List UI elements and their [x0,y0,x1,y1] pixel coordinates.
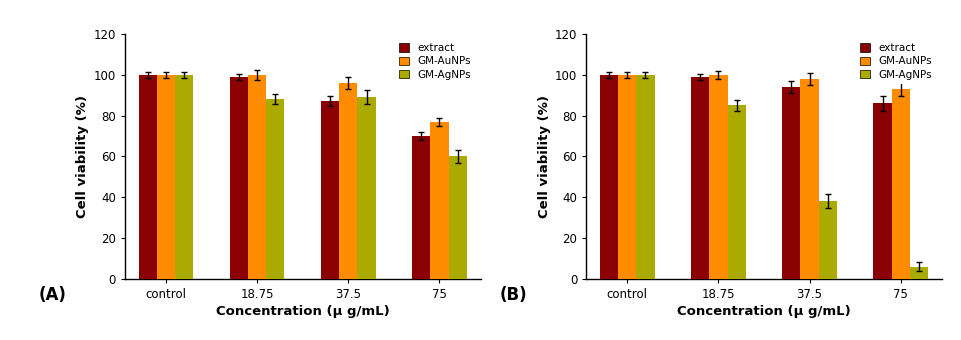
Bar [892,89,910,279]
Text: (A): (A) [38,286,66,304]
Y-axis label: Cell viability (%): Cell viability (%) [76,95,89,218]
Bar [910,267,928,279]
Bar [709,75,727,279]
Bar [636,75,654,279]
Bar [266,99,284,279]
Bar [175,75,193,279]
Bar [138,75,157,279]
Bar [412,136,431,279]
Bar [449,156,467,279]
Bar [801,79,819,279]
Bar [600,75,618,279]
Bar [230,77,248,279]
Bar [874,103,892,279]
Bar [157,75,175,279]
Y-axis label: Cell viability (%): Cell viability (%) [537,95,551,218]
Bar [782,87,801,279]
Bar [248,75,266,279]
X-axis label: Concentration (μ g/mL): Concentration (μ g/mL) [678,305,850,318]
Text: (B): (B) [500,286,528,304]
X-axis label: Concentration (μ g/mL): Concentration (μ g/mL) [216,305,389,318]
Bar [339,83,357,279]
Bar [691,77,709,279]
Legend: extract, GM-AuNPs, GM-AgNPs: extract, GM-AuNPs, GM-AgNPs [395,39,476,84]
Bar [357,97,376,279]
Bar [727,105,746,279]
Bar [618,75,636,279]
Legend: extract, GM-AuNPs, GM-AgNPs: extract, GM-AuNPs, GM-AgNPs [856,39,937,84]
Bar [431,122,449,279]
Bar [321,101,339,279]
Bar [819,201,837,279]
